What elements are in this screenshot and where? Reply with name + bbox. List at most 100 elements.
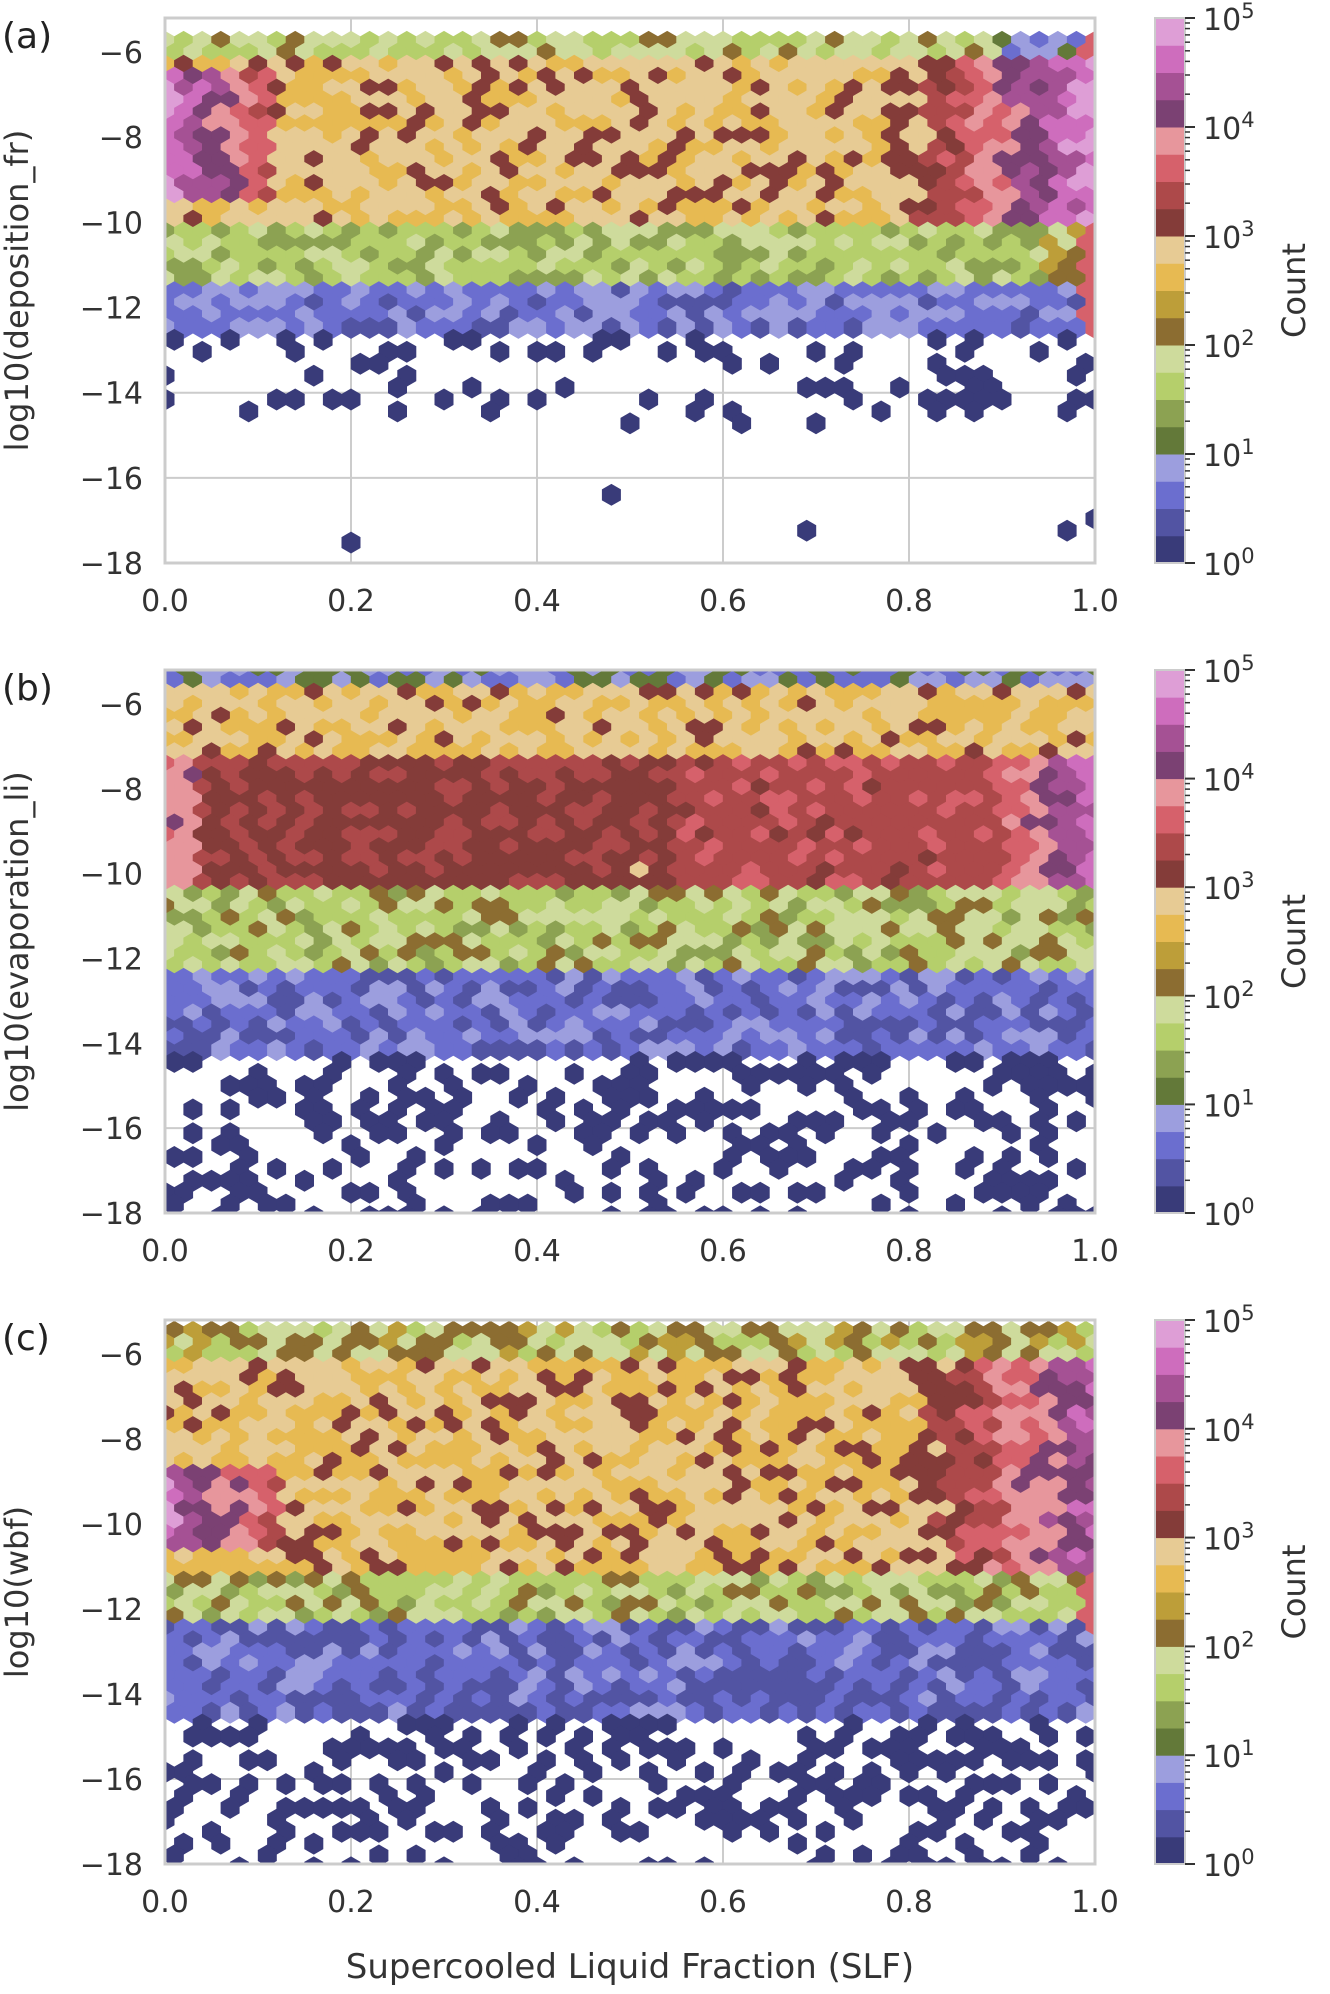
hexbin-cell xyxy=(760,352,779,375)
x-tick-label: 0.2 xyxy=(327,584,375,619)
hexbin-cell xyxy=(806,317,826,339)
x-tick-label: 0.6 xyxy=(699,584,747,619)
hexbin-cell xyxy=(871,1122,891,1145)
hexbin-cell xyxy=(434,1134,454,1157)
hexbin-cell xyxy=(1029,340,1049,363)
colorbar-tick-label: 104 xyxy=(1203,760,1255,799)
y-tick-label: −8 xyxy=(99,773,143,808)
hexbin-cell xyxy=(248,317,268,339)
colorbar-segment xyxy=(1155,751,1185,780)
hexbin-cell xyxy=(1057,400,1077,423)
hexbin-cell xyxy=(741,1074,761,1097)
hexbin-cell xyxy=(490,340,510,363)
hexbin-cell xyxy=(239,400,259,423)
hexbin-cell xyxy=(378,317,398,339)
hexbin-cell xyxy=(946,1193,965,1213)
hexbin-cell xyxy=(1094,215,1095,227)
hexbin-cell xyxy=(667,1051,686,1073)
hexbin-cell xyxy=(1094,1127,1095,1139)
hexbin-cell xyxy=(527,388,547,411)
hexbin-cell xyxy=(862,1062,882,1085)
hexbin-cell xyxy=(685,1051,705,1073)
hexbin-cell xyxy=(1094,1611,1095,1624)
y-tick-label: −10 xyxy=(80,858,143,893)
hexbin-cell xyxy=(341,388,361,411)
hexbin-cell xyxy=(165,388,175,411)
hexbin-cell xyxy=(415,317,435,339)
panel-b: 0.0 0.2 0.4 0.6 0.8 1.0−6−8−10−12−14−16−18log… xyxy=(0,651,1313,1269)
colorbar-tick-exponent: 1 xyxy=(1241,435,1254,459)
colorbar-tick-exponent: 2 xyxy=(1241,326,1254,350)
colorbar-segment xyxy=(1155,1131,1185,1160)
colorbar-segment xyxy=(1155,995,1185,1024)
colorbar-tick-exponent: 5 xyxy=(1241,651,1254,675)
hexbin-cell xyxy=(1066,1157,1086,1180)
hexbin-cell xyxy=(527,1157,547,1180)
hexbin-cell xyxy=(490,1062,510,1085)
colorbar-tick-base: 10 xyxy=(1203,872,1241,907)
hexbin-cell xyxy=(369,352,389,375)
colorbar-segment xyxy=(1155,670,1185,698)
x-tick-label: 0.0 xyxy=(141,584,189,619)
hexbin-cell xyxy=(722,352,742,375)
hexbin-cell xyxy=(546,340,566,363)
hexbin-cell xyxy=(1094,1516,1095,1528)
hexbin-cell xyxy=(183,1051,203,1073)
hexbin-cell xyxy=(443,328,463,351)
y-axis-label: log10(evaporation_li) xyxy=(0,771,36,1111)
colorbar-segment xyxy=(1155,1022,1185,1051)
hexbin-cell xyxy=(499,1122,519,1145)
colorbar-segment xyxy=(1155,72,1185,101)
hexbin-cell xyxy=(248,1086,268,1109)
hexbin-cell xyxy=(165,1146,184,1168)
hexbin-cell xyxy=(369,1122,389,1145)
hexbin-cell xyxy=(899,1110,919,1133)
hexbin-cell xyxy=(973,1181,993,1204)
hexbin-cell xyxy=(927,1122,947,1145)
hexbin-cell xyxy=(397,340,417,363)
hexbin-cell xyxy=(229,1039,249,1062)
hexbin-cell xyxy=(1094,191,1095,203)
hexbin-cell xyxy=(843,388,863,411)
hexbin-cell xyxy=(1085,507,1095,530)
hexbin-cell xyxy=(769,317,789,339)
y-tick-label: −12 xyxy=(80,292,143,327)
hexbin-cell xyxy=(1048,1205,1068,1213)
x-tick-label: 0.2 xyxy=(327,1234,375,1269)
colorbar-tick-base: 10 xyxy=(1203,112,1241,147)
hexbin-cell xyxy=(843,317,863,339)
colorbar-segment xyxy=(1155,1104,1185,1133)
hexbin-cell xyxy=(471,1039,491,1062)
hexbin-cell xyxy=(434,1205,454,1213)
hexbin-cell xyxy=(220,1074,240,1097)
hexbin-cell xyxy=(285,1039,305,1062)
hexbin-cell xyxy=(490,317,510,339)
hexbin-cell xyxy=(360,317,380,339)
hexbin-cell xyxy=(341,1181,361,1204)
hexbin-cell xyxy=(750,1205,770,1213)
colorbar-segment xyxy=(1155,914,1185,942)
hexbin-cell xyxy=(936,364,956,387)
hexbin-cell xyxy=(992,317,1012,339)
hexbin-cell xyxy=(350,1146,370,1168)
colorbar-tick-exponent: 3 xyxy=(1241,868,1254,892)
hexbin-layer xyxy=(165,1320,1095,1864)
hexbin-cell xyxy=(434,388,454,411)
hexbin-cell xyxy=(1066,1039,1086,1062)
hexbin-cell xyxy=(1094,1008,1095,1021)
hexbin-cell xyxy=(639,317,659,339)
colorbar-tick-base: 10 xyxy=(1203,1089,1241,1124)
hexbin-cell xyxy=(388,376,407,399)
hexbin-cell xyxy=(611,328,631,351)
hexbin-cell xyxy=(1029,317,1049,339)
hexbin-cell xyxy=(1085,317,1095,339)
hexbin-cell xyxy=(639,1205,659,1213)
y-tick-label: −10 xyxy=(80,206,143,241)
colorbar-tick-exponent: 4 xyxy=(1241,108,1254,132)
colorbar-segment xyxy=(1155,127,1185,155)
hexbin-cell xyxy=(862,1157,882,1180)
hexbin-cell xyxy=(1001,1122,1021,1145)
colorbar-tick-label: 104 xyxy=(1203,108,1255,147)
x-tick-label: 1.0 xyxy=(1071,584,1119,619)
